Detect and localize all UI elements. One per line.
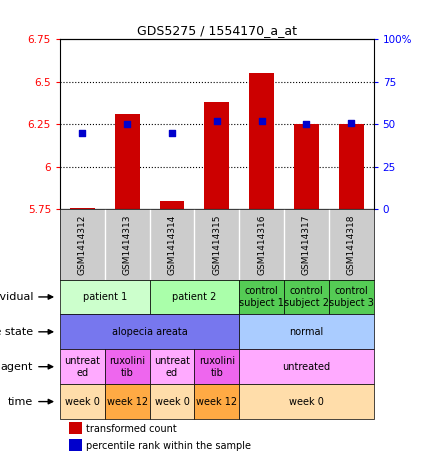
Text: percentile rank within the sample: percentile rank within the sample [86, 440, 251, 451]
FancyBboxPatch shape [284, 280, 329, 314]
FancyBboxPatch shape [150, 280, 239, 314]
FancyBboxPatch shape [150, 384, 194, 419]
Text: untreat
ed: untreat ed [154, 356, 190, 377]
Text: ruxolini
tib: ruxolini tib [109, 356, 145, 377]
Text: ruxolini
tib: ruxolini tib [199, 356, 235, 377]
Text: week 0: week 0 [155, 396, 190, 407]
Text: control
subject 2: control subject 2 [284, 286, 329, 308]
FancyBboxPatch shape [105, 349, 150, 384]
Bar [160, 201, 184, 209]
Text: agent: agent [0, 361, 33, 372]
Text: control
subject 1: control subject 1 [239, 286, 284, 308]
Text: GSM1414312: GSM1414312 [78, 214, 87, 275]
Bar [70, 207, 95, 209]
FancyBboxPatch shape [239, 384, 374, 419]
Title: GDS5275 / 1554170_a_at: GDS5275 / 1554170_a_at [137, 24, 297, 37]
Bar [294, 124, 319, 209]
FancyBboxPatch shape [239, 349, 374, 384]
FancyBboxPatch shape [105, 384, 150, 419]
Point [124, 121, 131, 128]
Point [169, 129, 176, 136]
FancyBboxPatch shape [60, 349, 105, 384]
Bar [205, 102, 229, 209]
Bar [249, 73, 274, 209]
FancyBboxPatch shape [150, 349, 194, 384]
Text: week 0: week 0 [65, 396, 100, 407]
Text: control
subject 3: control subject 3 [329, 286, 374, 308]
Text: alopecia areata: alopecia areata [112, 327, 187, 337]
Text: GSM1414318: GSM1414318 [347, 214, 356, 275]
Text: week 0: week 0 [289, 396, 324, 407]
FancyBboxPatch shape [194, 384, 239, 419]
Text: time: time [8, 396, 33, 407]
Text: transformed count: transformed count [86, 424, 177, 434]
Bar [69, 422, 82, 434]
Point [303, 121, 310, 128]
Text: normal: normal [289, 327, 324, 337]
Bar [339, 124, 364, 209]
Text: untreated: untreated [283, 361, 331, 372]
Point [213, 117, 220, 125]
Text: patient 2: patient 2 [172, 292, 217, 302]
Text: untreat
ed: untreat ed [64, 356, 100, 377]
FancyBboxPatch shape [60, 384, 105, 419]
FancyBboxPatch shape [60, 314, 239, 349]
Text: GSM1414317: GSM1414317 [302, 214, 311, 275]
Bar [115, 114, 140, 209]
Text: individual: individual [0, 292, 33, 302]
Text: week 12: week 12 [106, 396, 148, 407]
Text: GSM1414316: GSM1414316 [257, 214, 266, 275]
FancyBboxPatch shape [329, 280, 374, 314]
Text: disease state: disease state [0, 327, 33, 337]
FancyBboxPatch shape [239, 314, 374, 349]
Text: patient 1: patient 1 [83, 292, 127, 302]
Text: week 12: week 12 [196, 396, 237, 407]
FancyBboxPatch shape [60, 280, 150, 314]
Text: GSM1414315: GSM1414315 [212, 214, 221, 275]
Bar [69, 439, 82, 451]
Text: GSM1414314: GSM1414314 [167, 214, 177, 275]
Text: GSM1414313: GSM1414313 [123, 214, 132, 275]
Point [258, 117, 265, 125]
Point [348, 119, 355, 126]
FancyBboxPatch shape [194, 349, 239, 384]
Point [79, 129, 86, 136]
FancyBboxPatch shape [239, 280, 284, 314]
